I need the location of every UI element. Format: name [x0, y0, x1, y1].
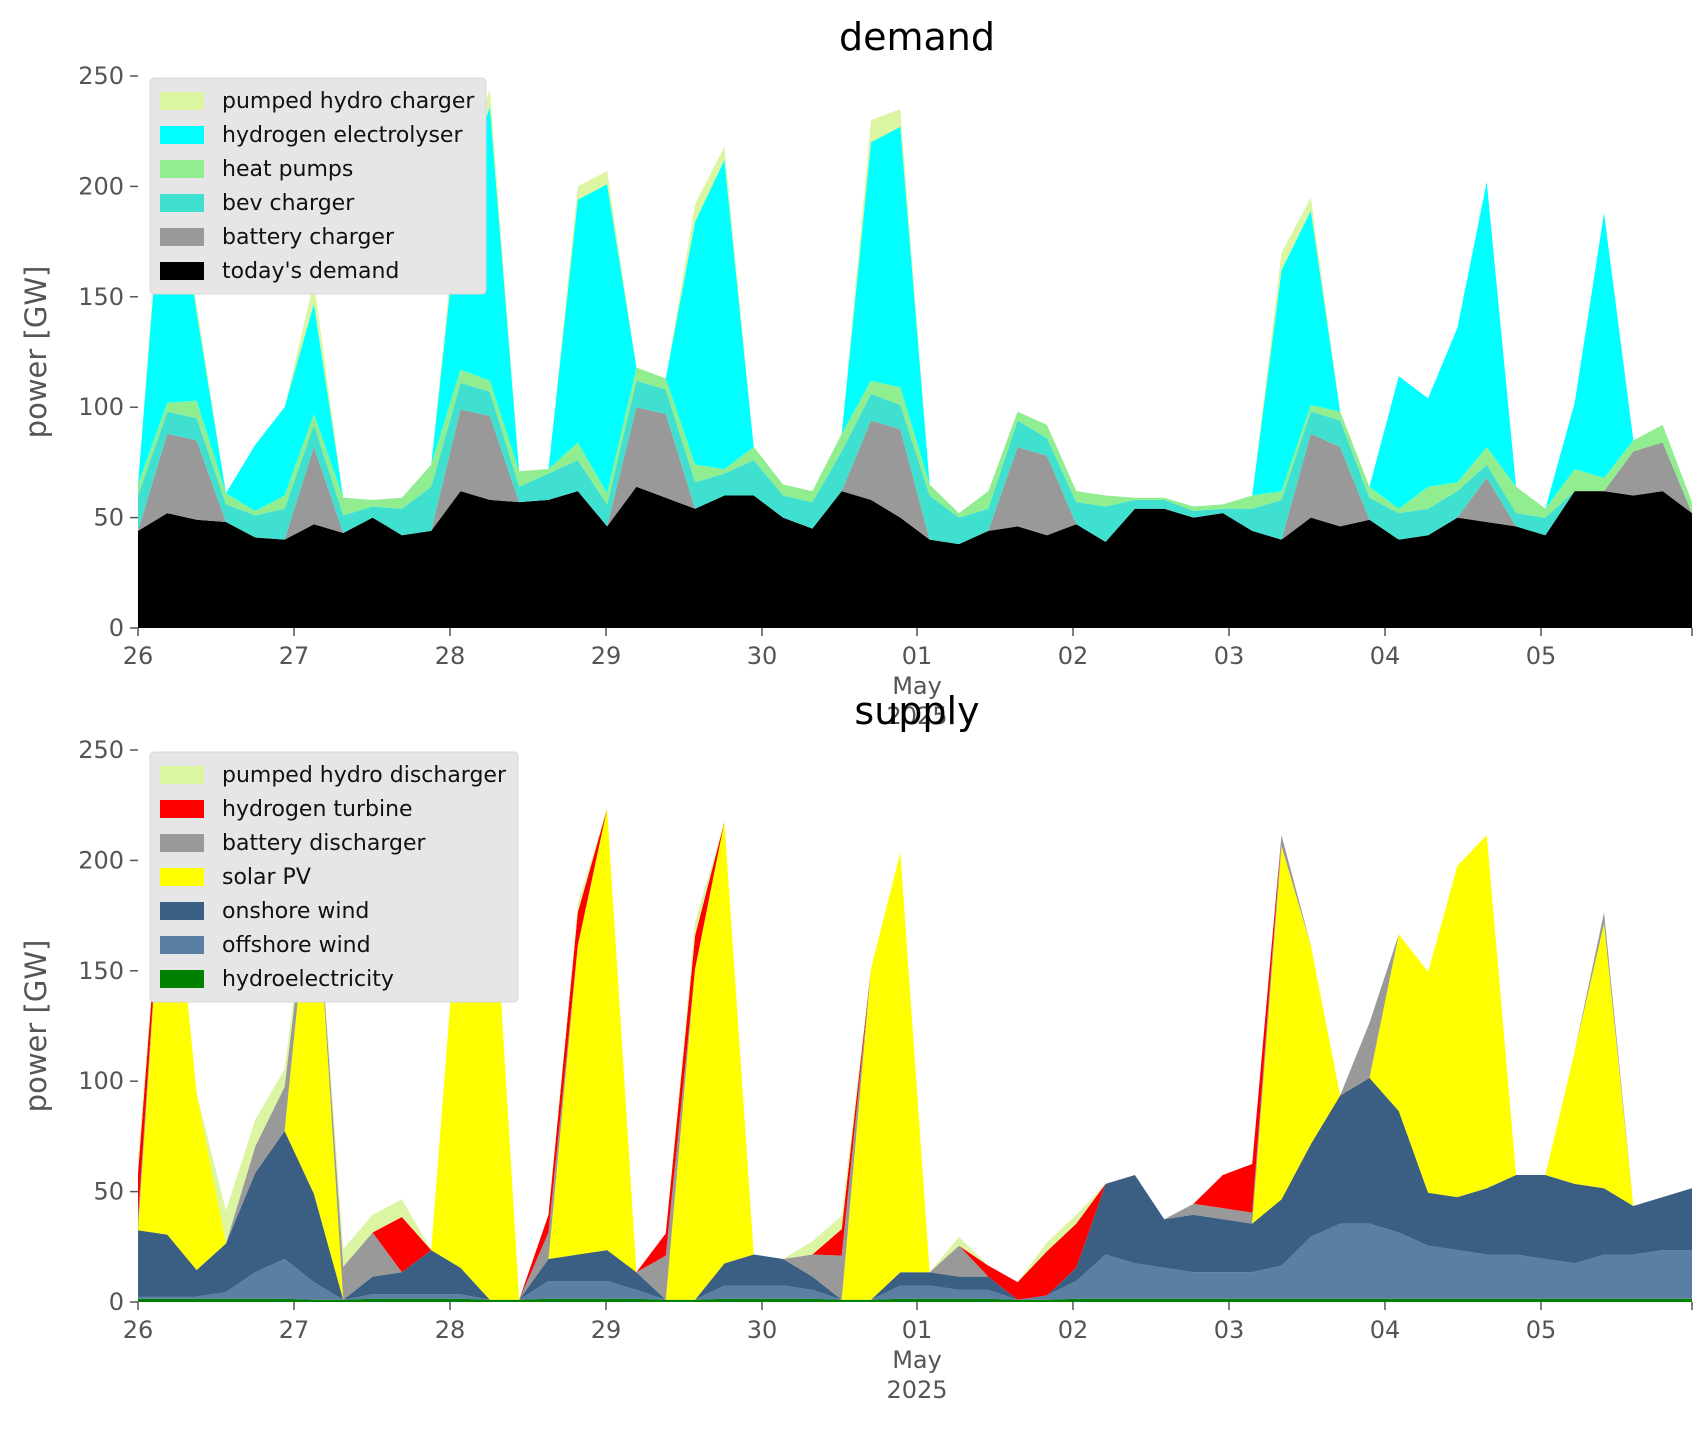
legend-swatch — [160, 194, 204, 212]
y-tick-label: 250 — [78, 62, 124, 90]
y-axis-label: power [GW] — [19, 940, 53, 1113]
x-month-label: May — [892, 672, 942, 700]
y-tick-label: 150 — [78, 957, 124, 985]
x-tick-label: 05 — [1526, 642, 1557, 670]
legend-swatch — [160, 262, 204, 280]
chart-title: supply — [854, 689, 979, 733]
legend-swatch — [160, 160, 204, 178]
legend-swatch — [160, 970, 204, 988]
legend-swatch — [160, 800, 204, 818]
chart-title: demand — [839, 15, 995, 59]
legend-swatch — [160, 834, 204, 852]
legend-swatch — [160, 92, 204, 110]
series-area-hydroelectricity — [138, 1298, 1692, 1302]
legend-box — [149, 751, 519, 1003]
y-tick-label: 200 — [78, 172, 124, 200]
y-tick-label: 100 — [78, 393, 124, 421]
x-tick-label: 01 — [902, 1316, 933, 1344]
series-area-heat-pumps — [138, 367, 1692, 518]
x-year-label: 2025 — [886, 1376, 947, 1404]
x-tick-label: 27 — [279, 1316, 310, 1344]
legend: pumped hydro charger hydrogen electrolyse… — [149, 77, 487, 295]
legend-swatch — [160, 902, 204, 920]
legend-swatch — [160, 126, 204, 144]
x-tick-label: 05 — [1526, 1316, 1557, 1344]
chart-panel-demand: 0 50 100 150 200 250 26 27 28 29 30 01 02 03 04 05 May20… — [19, 15, 1693, 730]
legend-label: bev charger — [222, 191, 355, 216]
legend-label: today's demand — [222, 259, 399, 284]
x-tick-label: 30 — [747, 642, 778, 670]
series-area-offshore-wind — [138, 1223, 1692, 1300]
series-area-today-s-demand — [138, 486, 1692, 628]
y-tick-label: 0 — [109, 1288, 124, 1316]
legend-label: hydrogen electrolyser — [222, 123, 463, 148]
series-area-solar-pv — [138, 793, 1692, 1300]
x-tick-label: 02 — [1058, 642, 1089, 670]
legend-label: hydrogen turbine — [222, 797, 413, 822]
x-month-label: May — [892, 1346, 942, 1374]
y-tick-label: 200 — [78, 846, 124, 874]
legend-swatch — [160, 228, 204, 246]
x-tick-label: 28 — [435, 1316, 466, 1344]
x-tick-label: 04 — [1370, 642, 1401, 670]
x-tick-label: 04 — [1370, 1316, 1401, 1344]
y-tick-label: 150 — [78, 283, 124, 311]
x-tick-label: 29 — [591, 1316, 622, 1344]
x-tick-label: 03 — [1214, 642, 1245, 670]
x-tick-label: 02 — [1058, 1316, 1089, 1344]
x-tick-label: 01 — [902, 642, 933, 670]
x-tick-label: 26 — [123, 642, 154, 670]
series-area-battery-discharger — [138, 793, 1692, 1300]
legend-label: pumped hydro discharger — [222, 763, 507, 788]
legend-swatch — [160, 868, 204, 886]
legend-label: onshore wind — [222, 899, 369, 924]
series-area-hydrogen-electrolyser — [138, 106, 1692, 514]
y-tick-label: 250 — [78, 736, 124, 764]
legend-label: pumped hydro charger — [222, 89, 475, 114]
x-tick-label: 27 — [279, 642, 310, 670]
y-tick-label: 100 — [78, 1067, 124, 1095]
legend-box — [149, 77, 487, 295]
legend-swatch — [160, 936, 204, 954]
series-area-pumped-hydro-charger — [138, 89, 1692, 514]
y-tick-label: 50 — [93, 1178, 124, 1206]
legend-label: hydroelectricity — [222, 967, 394, 992]
x-tick-label: 30 — [747, 1316, 778, 1344]
series-area-bev-charger — [138, 380, 1692, 545]
series-area-onshore-wind — [138, 1077, 1692, 1300]
x-year-label: 2025 — [886, 702, 947, 730]
legend-label: offshore wind — [222, 933, 371, 958]
x-tick-label: 03 — [1214, 1316, 1245, 1344]
y-tick-label: 0 — [109, 614, 124, 642]
legend-label: battery discharger — [222, 831, 427, 856]
x-tick-label: 26 — [123, 1316, 154, 1344]
series-area-battery-charger — [138, 407, 1692, 545]
y-axis-label: power [GW] — [19, 266, 53, 439]
legend-swatch — [160, 766, 204, 784]
x-tick-label: 29 — [591, 642, 622, 670]
y-tick-label: 50 — [93, 504, 124, 532]
legend-label: solar PV — [222, 865, 311, 890]
legend: pumped hydro discharger hydrogen turbine b… — [149, 751, 519, 1003]
legend-label: heat pumps — [222, 157, 353, 182]
legend-label: battery charger — [222, 225, 395, 250]
x-tick-label: 28 — [435, 642, 466, 670]
